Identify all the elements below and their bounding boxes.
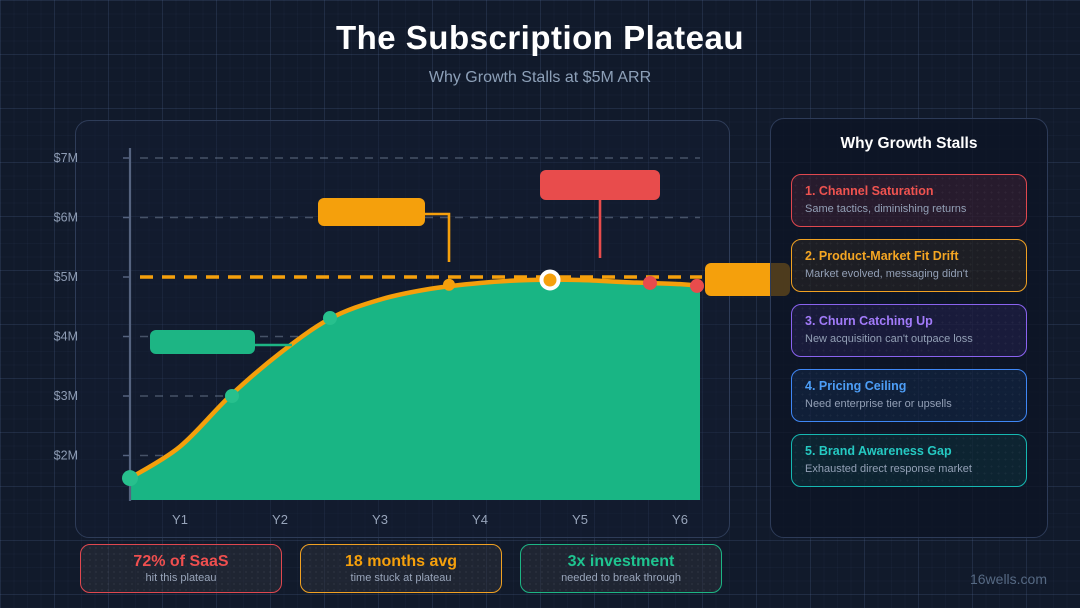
x-tick-label-Y6: Y6 bbox=[672, 512, 688, 527]
y-tick-label-$4M: $4M bbox=[54, 330, 78, 344]
reason-card-list: 1. Channel Saturation Same tactics, dimin… bbox=[791, 174, 1027, 487]
reason-card-title: 4. Pricing Ceiling bbox=[805, 379, 907, 393]
data-point-7 bbox=[690, 278, 704, 293]
data-point-4 bbox=[443, 278, 455, 291]
reason-card-3: 3. Churn Catching Up New acquisition can'… bbox=[791, 304, 1027, 357]
stat-card-3: 3x investment needed to break through bbox=[520, 544, 722, 593]
data-point-6 bbox=[643, 275, 657, 290]
y-tick-label-$2M: $2M bbox=[54, 449, 78, 463]
reason-card-title: 3. Churn Catching Up bbox=[805, 314, 933, 328]
stat-caption: needed to break through bbox=[561, 571, 681, 584]
reasons-panel: Why Growth Stalls 1. Channel Saturation S… bbox=[770, 118, 1048, 538]
y-tick-label-$3M: $3M bbox=[54, 389, 78, 403]
arr-area-fill bbox=[130, 279, 700, 500]
y-tick-label-$7M: $7M bbox=[54, 151, 78, 165]
reason-card-description: Market evolved, messaging didn't bbox=[805, 268, 968, 280]
reason-card-description: New acquisition can't outpace loss bbox=[805, 333, 973, 345]
breakthrough-callout bbox=[705, 263, 790, 296]
page-title: The Subscription Plateau bbox=[335, 19, 745, 56]
y-tick-label-$6M: $6M bbox=[54, 211, 78, 225]
reasons-panel-heading: Why Growth Stalls bbox=[840, 135, 978, 152]
plateau-phase-callout bbox=[540, 170, 660, 200]
slowing-phase-callout-connector bbox=[425, 212, 451, 262]
x-tick-label-Y5: Y5 bbox=[572, 512, 588, 527]
reason-card-description: Exhausted direct response market bbox=[805, 463, 972, 475]
watermark: 16wells.com bbox=[969, 571, 1047, 587]
reason-card-title: 1. Channel Saturation bbox=[805, 184, 934, 198]
reason-card-5: 5. Brand Awareness Gap Exhausted direct r… bbox=[791, 434, 1027, 487]
stat-card-1: 72% of SaaS hit this plateau bbox=[80, 544, 282, 593]
x-tick-label-Y2: Y2 bbox=[272, 512, 288, 527]
x-tick-label-Y3: Y3 bbox=[372, 512, 388, 527]
stat-value: 3x investment bbox=[567, 552, 675, 570]
data-point-5 bbox=[539, 269, 561, 291]
reason-card-description: Need enterprise tier or upsells bbox=[805, 398, 952, 410]
data-point-2 bbox=[225, 389, 239, 403]
data-point-3 bbox=[323, 311, 337, 326]
stat-card-2: 18 months avg time stuck at plateau bbox=[300, 544, 502, 593]
data-point-1 bbox=[122, 470, 138, 487]
reason-card-title: 5. Brand Awareness Gap bbox=[805, 444, 952, 458]
reason-card-2: 2. Product-Market Fit Drift Market evolve… bbox=[791, 239, 1027, 292]
stat-caption: hit this plateau bbox=[145, 571, 217, 584]
reason-card-description: Same tactics, diminishing returns bbox=[805, 203, 967, 215]
slowing-phase-callout bbox=[318, 198, 425, 226]
reason-card-title: 2. Product-Market Fit Drift bbox=[805, 249, 959, 263]
stat-value: 72% of SaaS bbox=[133, 552, 229, 570]
page-subtitle: Why Growth Stalls at $5M ARR bbox=[428, 69, 652, 86]
growth-phase-callout bbox=[150, 330, 255, 354]
reason-card-4: 4. Pricing Ceiling Need enterprise tier o… bbox=[791, 369, 1027, 422]
stat-caption: time stuck at plateau bbox=[350, 571, 452, 584]
reason-card-1: 1. Channel Saturation Same tactics, dimin… bbox=[791, 174, 1027, 227]
x-tick-label-Y4: Y4 bbox=[472, 512, 488, 527]
x-tick-label-Y1: Y1 bbox=[172, 512, 188, 527]
y-tick-label-$5M: $5M bbox=[54, 270, 78, 284]
stat-value: 18 months avg bbox=[344, 552, 458, 570]
